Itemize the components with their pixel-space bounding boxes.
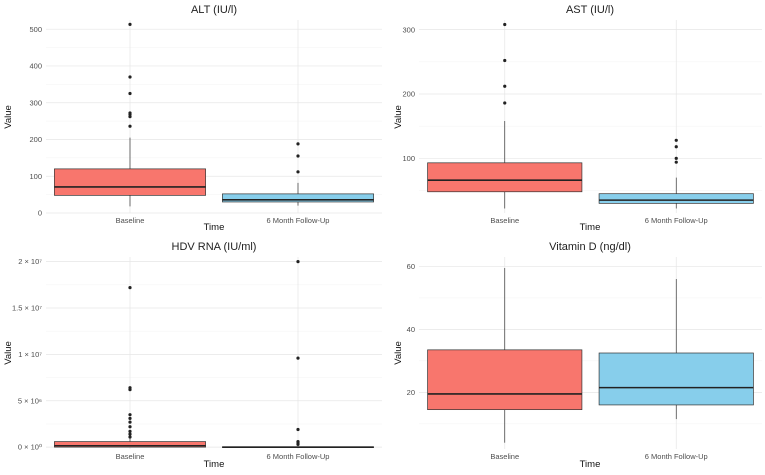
outlier-point	[128, 425, 132, 429]
box-iqr	[427, 162, 583, 193]
outlier-point	[128, 91, 132, 96]
y-tick-label: 300	[402, 25, 415, 34]
y-tick-label: 300	[29, 98, 42, 107]
outlier-point	[674, 145, 678, 149]
outlier-point	[503, 58, 507, 63]
panel-3: 20 40 60 Baseline 6 Month Follow-Up Vitamin D…	[393, 241, 762, 470]
outlier-point	[128, 435, 132, 439]
box-iqr	[598, 352, 754, 406]
outlier-point	[296, 427, 300, 432]
y-tick-label: 5 × 10⁶	[18, 396, 42, 405]
outlier-point	[128, 432, 132, 436]
panel-title: AST (IU/l)	[566, 4, 614, 16]
y-tick-label: 1 × 10⁷	[18, 350, 42, 359]
x-tick-label: Baseline	[116, 216, 145, 225]
outlier-point	[296, 170, 300, 174]
outlier-point	[128, 124, 132, 128]
box-followup	[222, 260, 374, 448]
box-baseline	[54, 286, 206, 448]
y-tick-label: 500	[29, 25, 42, 34]
outlier-point	[128, 115, 132, 119]
outlier-point	[128, 386, 132, 390]
y-tick-label: 40	[407, 325, 415, 334]
x-tick-label: 6 Month Follow-Up	[645, 216, 708, 225]
outlier-point	[674, 156, 678, 160]
y-tick-label: 200	[29, 135, 42, 144]
outlier-point	[296, 260, 300, 264]
y-tick-label: 2 × 10⁷	[18, 257, 42, 266]
box-followup	[598, 279, 754, 420]
panel-0: 0 100 200 300 400 500 Baseline 6 Month Follow-U…	[3, 4, 382, 233]
outlier-point	[503, 22, 507, 27]
outlier-point	[128, 413, 132, 417]
box-followup	[222, 142, 374, 206]
y-tick-label: 1.5 × 10⁷	[12, 304, 42, 313]
x-tick-label: Baseline	[116, 452, 145, 461]
box-iqr	[427, 349, 583, 411]
x-tick-label: 6 Month Follow-Up	[267, 452, 330, 461]
y-axis-label: Value	[393, 105, 404, 129]
outlier-point	[674, 138, 678, 142]
x-tick-label: Baseline	[490, 216, 519, 225]
y-tick-label: 60	[407, 262, 415, 271]
panel-title: ALT (IU/l)	[191, 4, 237, 16]
box-iqr	[222, 193, 374, 203]
panel-title: Vitamin D (ng/dl)	[549, 241, 631, 253]
y-tick-label: 0	[38, 209, 42, 218]
outlier-point	[296, 356, 300, 360]
panel-title: HDV RNA (IU/ml)	[172, 241, 257, 253]
box-iqr	[54, 441, 206, 448]
outlier-point	[128, 22, 132, 27]
outlier-point	[674, 160, 678, 164]
x-axis-label: Time	[580, 222, 601, 233]
y-tick-label: 400	[29, 62, 42, 71]
y-tick-label: 100	[402, 154, 415, 163]
box-iqr	[54, 168, 206, 196]
box-iqr	[598, 193, 754, 204]
outlier-point	[296, 439, 300, 444]
y-tick-label: 0 × 10⁰	[18, 443, 42, 452]
outlier-point	[503, 101, 507, 105]
y-tick-label: 20	[407, 388, 415, 397]
outlier-point	[296, 154, 300, 158]
x-tick-label: Baseline	[490, 452, 519, 461]
y-tick-label: 200	[402, 90, 415, 99]
outlier-point	[503, 84, 507, 88]
outlier-point	[128, 420, 132, 424]
x-tick-label: 6 Month Follow-Up	[267, 216, 330, 225]
y-axis-label: Value	[393, 341, 404, 365]
outlier-point	[128, 75, 132, 79]
box-baseline	[427, 268, 583, 443]
x-axis-label: Time	[580, 459, 601, 470]
y-axis-label: Value	[3, 341, 14, 365]
outlier-point	[128, 286, 132, 290]
x-axis-label: Time	[204, 222, 225, 233]
outlier-point	[128, 416, 132, 420]
outlier-point	[296, 142, 300, 146]
panel-2: 0 × 10⁰ 5 × 10⁶ 1 × 10⁷ 1.5 × 10⁷ 2 × 10⁷ Bas…	[3, 241, 382, 470]
panel-1: 100 200 300 Baseline 6 Month Follow-Up AST (I…	[393, 4, 762, 233]
x-axis-label: Time	[204, 459, 225, 470]
y-tick-label: 100	[29, 172, 42, 181]
box-followup	[598, 138, 754, 209]
box-baseline	[427, 22, 583, 209]
outlier-point	[128, 111, 132, 115]
outlier-point	[128, 429, 132, 433]
box-baseline	[54, 22, 206, 207]
x-tick-label: 6 Month Follow-Up	[645, 452, 708, 461]
y-axis-label: Value	[3, 105, 14, 129]
